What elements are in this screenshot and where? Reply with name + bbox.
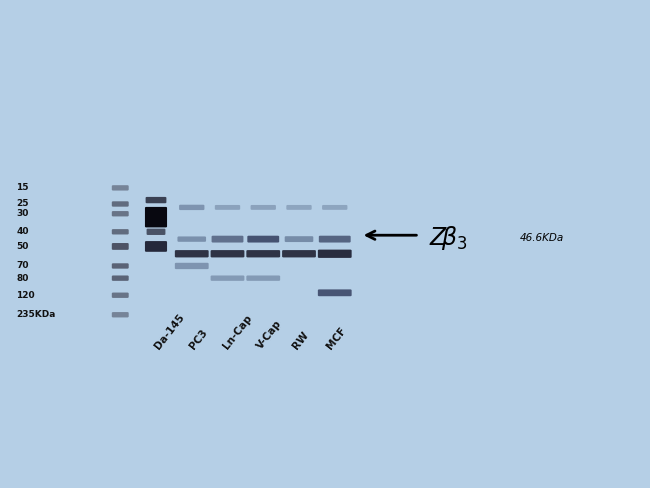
FancyBboxPatch shape [175, 263, 209, 269]
FancyBboxPatch shape [211, 250, 244, 258]
FancyBboxPatch shape [211, 236, 243, 243]
FancyBboxPatch shape [145, 207, 167, 227]
FancyBboxPatch shape [112, 263, 129, 268]
FancyBboxPatch shape [318, 289, 352, 296]
FancyBboxPatch shape [175, 250, 209, 258]
Text: PC3: PC3 [187, 327, 209, 351]
Text: 235KDa: 235KDa [16, 310, 56, 319]
Text: 40: 40 [16, 227, 29, 236]
Text: 25: 25 [16, 200, 29, 208]
Text: 80: 80 [16, 274, 29, 283]
FancyBboxPatch shape [179, 205, 204, 210]
Text: Ln-Cap: Ln-Cap [221, 313, 254, 351]
Text: Da-145: Da-145 [153, 312, 187, 351]
FancyBboxPatch shape [246, 275, 280, 281]
Text: 50: 50 [16, 242, 29, 251]
FancyBboxPatch shape [112, 211, 129, 216]
Text: 120: 120 [16, 291, 35, 300]
FancyBboxPatch shape [112, 312, 129, 318]
FancyBboxPatch shape [177, 236, 206, 242]
Text: MCF: MCF [325, 325, 348, 351]
Text: V-Cap: V-Cap [255, 319, 284, 351]
FancyBboxPatch shape [282, 250, 316, 258]
FancyBboxPatch shape [318, 236, 351, 243]
Text: $Z\!\beta_3$: $Z\!\beta_3$ [429, 224, 468, 252]
FancyBboxPatch shape [112, 185, 129, 190]
FancyBboxPatch shape [322, 205, 347, 210]
FancyBboxPatch shape [247, 236, 280, 243]
Text: 46.6KDa: 46.6KDa [520, 233, 564, 243]
FancyBboxPatch shape [318, 249, 352, 258]
FancyBboxPatch shape [112, 275, 129, 281]
FancyBboxPatch shape [146, 197, 166, 203]
FancyBboxPatch shape [251, 205, 276, 210]
FancyBboxPatch shape [145, 241, 167, 252]
FancyBboxPatch shape [112, 292, 129, 298]
FancyBboxPatch shape [214, 205, 240, 210]
FancyBboxPatch shape [112, 201, 129, 207]
FancyBboxPatch shape [112, 243, 129, 250]
Text: RW: RW [291, 330, 311, 351]
FancyBboxPatch shape [211, 275, 244, 281]
FancyBboxPatch shape [246, 250, 280, 258]
FancyBboxPatch shape [146, 228, 165, 235]
FancyBboxPatch shape [112, 229, 129, 234]
Text: 70: 70 [16, 262, 29, 270]
Text: 15: 15 [16, 183, 29, 192]
Text: 30: 30 [16, 209, 29, 218]
FancyBboxPatch shape [285, 236, 313, 242]
FancyBboxPatch shape [286, 205, 312, 210]
